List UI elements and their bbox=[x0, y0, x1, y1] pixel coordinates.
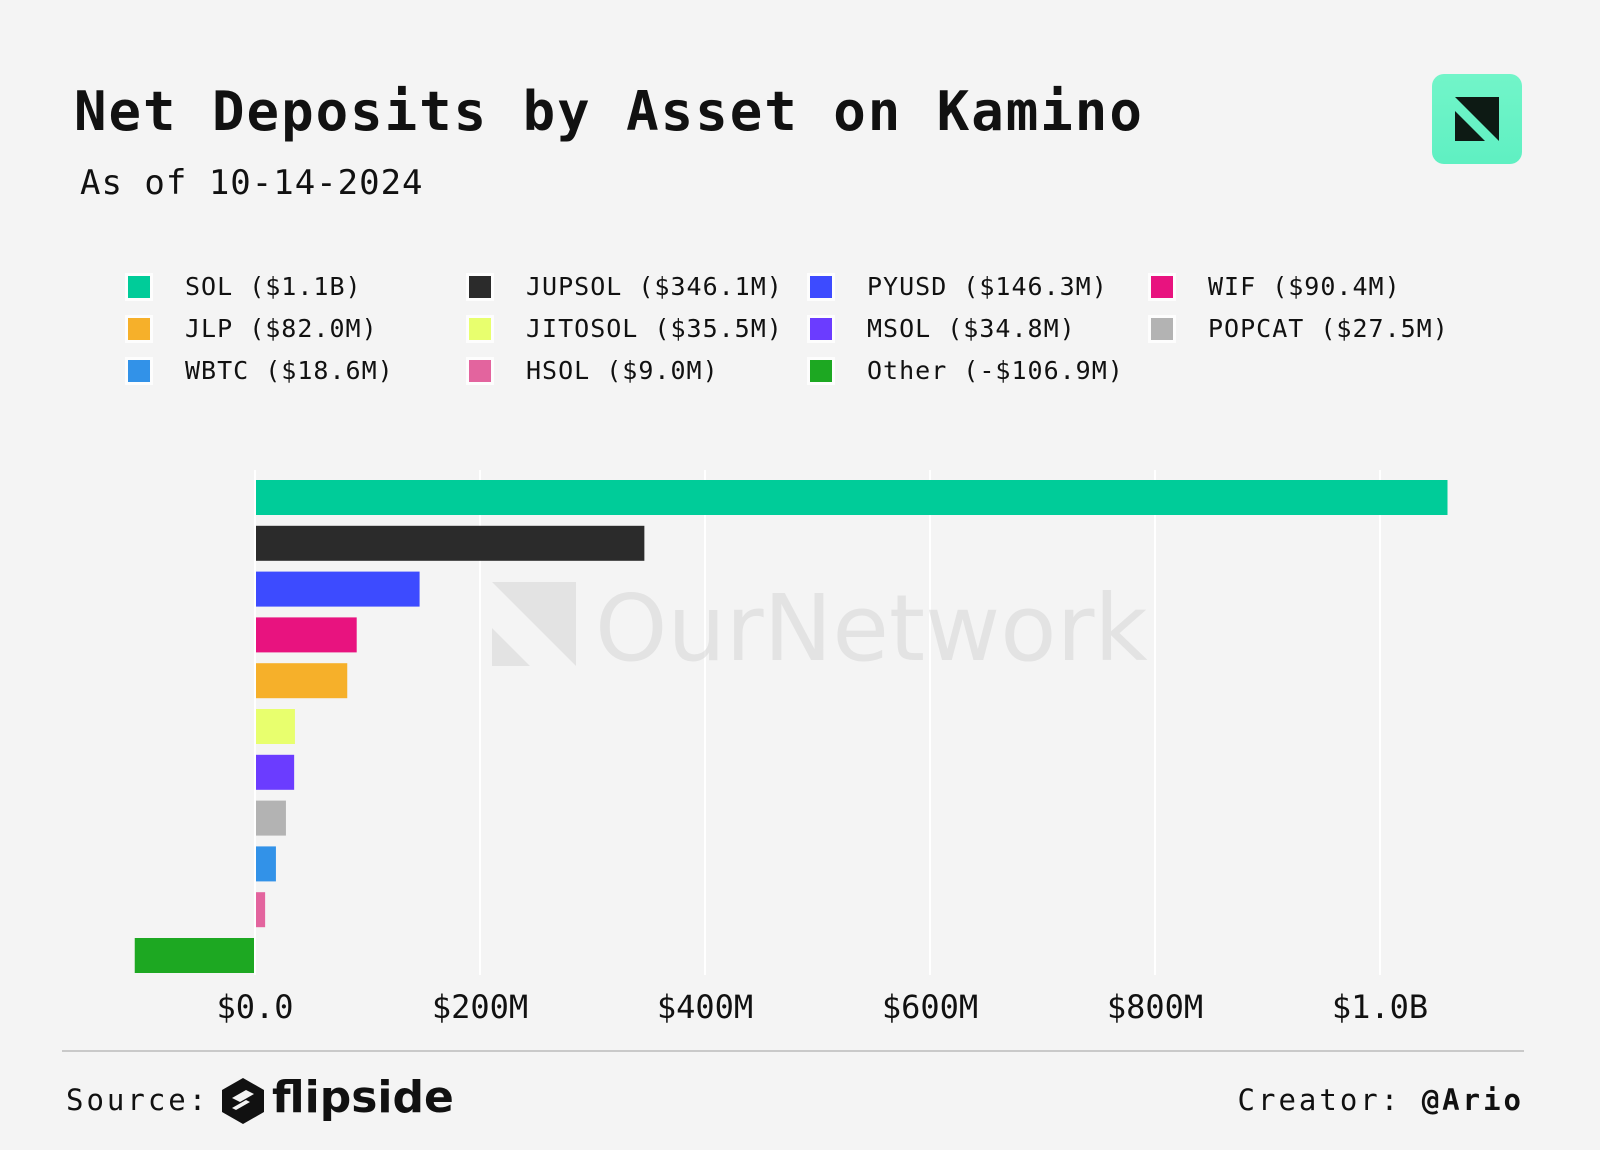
ournetwork-watermark: OurNetwork bbox=[492, 575, 1148, 682]
legend-item: POPCAT ($27.5M) bbox=[1151, 314, 1449, 343]
svg-text:OurNetwork: OurNetwork bbox=[595, 575, 1148, 682]
legend-swatch bbox=[810, 317, 832, 340]
x-tick-label: $0.0 bbox=[216, 988, 293, 1026]
legend-swatch bbox=[128, 359, 150, 382]
creator-label: Creator: bbox=[1237, 1083, 1402, 1117]
legend-swatch bbox=[810, 275, 832, 298]
legend-label: JUPSOL ($346.1M) bbox=[526, 272, 783, 301]
legend-label: POPCAT ($27.5M) bbox=[1208, 314, 1449, 343]
bar-pyusd bbox=[255, 571, 420, 607]
chart-legend: SOL ($1.1B) JUPSOL ($346.1M) PYUSD ($146.3… bbox=[128, 272, 1548, 412]
creator-handle: @Ario bbox=[1421, 1083, 1524, 1117]
legend-item: JLP ($82.0M) bbox=[128, 314, 378, 343]
legend-item: PYUSD ($146.3M) bbox=[810, 272, 1108, 301]
legend-item: MSOL ($34.8M) bbox=[810, 314, 1076, 343]
footer-divider bbox=[62, 1050, 1524, 1052]
legend-swatch bbox=[469, 317, 491, 340]
legend-item: JUPSOL ($346.1M) bbox=[469, 272, 783, 301]
bar-wbtc bbox=[255, 846, 276, 882]
legend-item: HSOL ($9.0M) bbox=[469, 356, 719, 385]
bar-popcat bbox=[255, 800, 286, 836]
chart-title: Net Deposits by Asset on Kamino bbox=[74, 80, 1144, 143]
legend-swatch bbox=[1151, 275, 1173, 298]
bar-jitosol bbox=[255, 709, 295, 744]
x-tick-label: $200M bbox=[432, 988, 528, 1026]
legend-label: MSOL ($34.8M) bbox=[867, 314, 1076, 343]
ournetwork-logo-icon bbox=[1432, 74, 1522, 164]
legend-label: JLP ($82.0M) bbox=[185, 314, 378, 343]
legend-item: WIF ($90.4M) bbox=[1151, 272, 1401, 301]
flipside-logo-text: flipside bbox=[272, 1072, 454, 1123]
x-tick-label: $1.0B bbox=[1332, 988, 1428, 1026]
bar-other bbox=[134, 938, 255, 973]
source-label: Source: bbox=[66, 1083, 210, 1117]
bar-wif bbox=[255, 617, 357, 653]
x-tick-label: $800M bbox=[1107, 988, 1203, 1026]
legend-item: Other (-$106.9M) bbox=[810, 356, 1124, 385]
legend-swatch bbox=[469, 359, 491, 382]
legend-swatch bbox=[469, 275, 491, 298]
bar-sol bbox=[255, 480, 1448, 515]
legend-label: SOL ($1.1B) bbox=[185, 272, 362, 301]
legend-swatch bbox=[810, 359, 832, 382]
x-tick-label: $600M bbox=[882, 988, 978, 1026]
flipside-logo-icon bbox=[222, 1078, 264, 1124]
bar-msol bbox=[255, 754, 295, 790]
legend-label: WBTC ($18.6M) bbox=[185, 356, 394, 385]
legend-item: SOL ($1.1B) bbox=[128, 272, 362, 301]
legend-label: Other (-$106.9M) bbox=[867, 356, 1124, 385]
chart-subtitle: As of 10-14-2024 bbox=[80, 163, 424, 203]
legend-label: PYUSD ($146.3M) bbox=[867, 272, 1108, 301]
bar-hsol bbox=[255, 892, 266, 928]
legend-swatch bbox=[1151, 317, 1173, 340]
bar-jlp bbox=[255, 663, 348, 699]
x-tick-label: $400M bbox=[657, 988, 753, 1026]
legend-swatch bbox=[128, 317, 150, 340]
legend-label: WIF ($90.4M) bbox=[1208, 272, 1401, 301]
legend-item: JITOSOL ($35.5M) bbox=[469, 314, 783, 343]
creator-credit: Creator: @Ario bbox=[1238, 1083, 1524, 1117]
legend-label: HSOL ($9.0M) bbox=[526, 356, 719, 385]
legend-item: WBTC ($18.6M) bbox=[128, 356, 394, 385]
bar-jupsol bbox=[255, 525, 645, 561]
legend-label: JITOSOL ($35.5M) bbox=[526, 314, 783, 343]
bar-chart: OurNetwork $0.0 $200M $400M $600M $800M $1.0B bbox=[134, 470, 1448, 1026]
legend-swatch bbox=[128, 275, 150, 298]
